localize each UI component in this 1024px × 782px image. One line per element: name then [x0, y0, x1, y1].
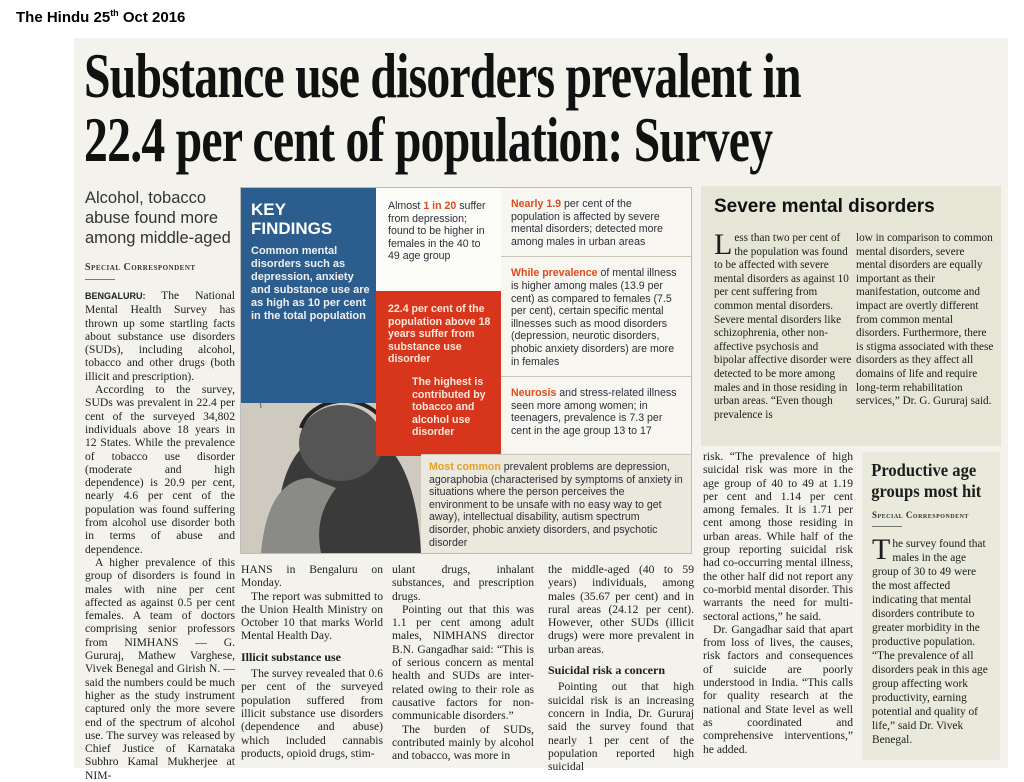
paragraph: The survey revealed that 0.6 per cent of…: [241, 667, 383, 760]
article-body: BENGALURU: The National Mental Health Su…: [85, 289, 235, 782]
byline-rule: [872, 526, 902, 527]
article-column-1: Alcohol, tobacco abuse found more among …: [85, 188, 235, 782]
subheadline: Alcohol, tobacco abuse found more among …: [85, 189, 231, 247]
headline-line-1: Substance use disorders prevalent in: [84, 40, 801, 111]
article-column-3: ulant drugs, inhalant substances, and pr…: [392, 563, 534, 762]
subhead-illicit-substance: Illicit substance use: [241, 649, 342, 664]
source-caption: The Hindu 25th Oct 2016: [16, 8, 186, 26]
paragraph: The report was submitted to the Union He…: [241, 589, 383, 643]
productive-byline: Special Correspondent: [872, 510, 969, 520]
paragraph: Pointing out that high suicidal risk is …: [548, 680, 694, 774]
article-column-5: risk. “The prevalence of high suicidal r…: [703, 450, 853, 756]
productive-age-box: Productive age groups most hit Special Co…: [862, 452, 1000, 760]
paragraph: the middle-aged (40 to 59 years) individ…: [548, 563, 694, 656]
paragraph: According to the survey, SUDs was preval…: [85, 383, 235, 556]
dateline: BENGALURU:: [85, 291, 146, 301]
article-column-2: HANS in Bengaluru on Monday. The report …: [241, 563, 383, 760]
paragraph: Dr. Gangadhar said that apart from loss …: [703, 622, 853, 756]
finding-substance-panel: 22.4 per cent of the population above 18…: [376, 291, 501, 456]
finding-tobacco-alcohol: The highest is contributed by tobacco an…: [412, 375, 486, 439]
key-findings-infographic: KEY FINDINGS Common mental disorders such…: [240, 187, 692, 554]
drop-cap: L: [714, 228, 733, 261]
drop-cap: T: [872, 533, 891, 566]
article-column-4: the middle-aged (40 to 59 years) individ…: [548, 563, 694, 773]
finding-depression: Almost 1 in 20 suffer from depression; f…: [388, 200, 486, 263]
paragraph: risk. “The prevalence of high suicidal r…: [703, 450, 853, 623]
findings-right-panel: Nearly 1.9 per cent of the population is…: [501, 188, 691, 453]
key-findings-title: KEY FINDINGS: [251, 200, 333, 238]
finding-gender-prevalence: While prevalence of mental illness is hi…: [501, 257, 691, 378]
finding-substance-use: 22.4 per cent of the population above 18…: [388, 303, 491, 366]
finding-most-common: Most common prevalent problems are depre…: [429, 461, 683, 549]
finding-severe-disorders: Nearly 1.9 per cent of the population is…: [501, 188, 691, 258]
finding-depression-panel: Almost 1 in 20 suffer from depression; f…: [376, 188, 501, 291]
paragraph: BENGALURU: The National Mental Health Su…: [85, 289, 235, 383]
finding-common-disorders: Common mental disorders such as depressi…: [251, 245, 370, 322]
paragraph: Pointing out that this was 1.1 per cent …: [392, 602, 534, 723]
paragraph: A higher prevalence of this group of dis…: [85, 555, 235, 782]
subhead-suicidal-risk: Suicidal risk a concern: [548, 663, 666, 678]
key-findings-panel: KEY FINDINGS Common mental disorders such…: [241, 188, 376, 403]
productive-box-title: Productive age groups most hit: [871, 460, 982, 501]
paragraph: ulant drugs, inhalant substances, and pr…: [392, 563, 534, 603]
paragraph: HANS in Bengaluru on Monday.: [241, 563, 383, 590]
severe-box-title: Severe mental disorders: [714, 196, 935, 217]
byline-rule: [85, 279, 115, 280]
paragraph: The burden of SUDs, contributed mainly b…: [392, 722, 534, 763]
byline: Special Correspondent: [85, 262, 196, 273]
finding-neurosis: Neurosis and stress-related illness seen…: [511, 387, 677, 437]
severe-box-column-2: low in comparison to common mental disor…: [856, 232, 994, 408]
headline-line-2: 22.4 per cent of population: Survey: [84, 104, 773, 175]
finding-most-common-panel: Most common prevalent problems are depre…: [421, 454, 691, 553]
